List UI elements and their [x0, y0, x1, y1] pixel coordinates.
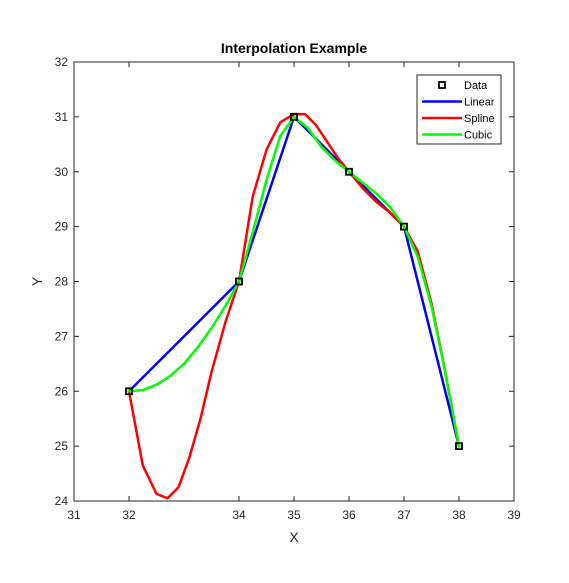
x-axis-label: X — [289, 529, 299, 545]
data-marker — [455, 442, 463, 451]
data-marker — [345, 167, 353, 176]
y-axis-ticks: 24 25 26 27 28 29 30 31 32 — [55, 55, 514, 508]
legend: Data Linear Spline Cubic — [416, 74, 502, 145]
legend-label-linear: Linear — [464, 97, 495, 109]
legend-swatch-data — [438, 81, 446, 89]
legend-label-spline: Spline — [464, 113, 495, 125]
y-tick-label: 28 — [55, 275, 69, 289]
y-axis-label: Y — [29, 276, 45, 286]
data-marker — [400, 222, 408, 231]
x-tick-label: 34 — [232, 508, 246, 522]
data-markers — [125, 112, 463, 451]
x-tick-label: 31 — [67, 508, 81, 522]
x-tick-label: 32 — [122, 508, 136, 522]
x-tick-label: 39 — [507, 508, 521, 522]
legend-box — [416, 74, 502, 145]
y-tick-label: 26 — [55, 384, 69, 398]
legend-label-cubic: Cubic — [464, 130, 493, 142]
data-marker — [125, 387, 133, 396]
series-line-cubic — [127, 115, 461, 448]
x-tick-label: 38 — [452, 508, 466, 522]
y-tick-label: 32 — [55, 55, 69, 69]
legend-label-data: Data — [464, 80, 488, 92]
y-tick-label: 30 — [55, 165, 69, 179]
y-tick-label: 27 — [55, 329, 69, 343]
x-tick-label: 36 — [342, 508, 356, 522]
y-tick-label: 25 — [55, 439, 69, 453]
y-tick-label: 31 — [55, 110, 69, 124]
x-tick-label: 35 — [287, 508, 301, 522]
chart-title: Interpolation Example — [221, 40, 367, 56]
data-marker — [235, 277, 243, 286]
x-axis-ticks: 31 32 34 35 36 37 38 39 — [67, 62, 521, 522]
data-marker — [290, 112, 298, 121]
y-tick-label: 24 — [55, 494, 69, 508]
series-line-linear — [127, 115, 461, 448]
x-tick-label: 37 — [397, 508, 411, 522]
y-tick-label: 29 — [55, 220, 69, 234]
